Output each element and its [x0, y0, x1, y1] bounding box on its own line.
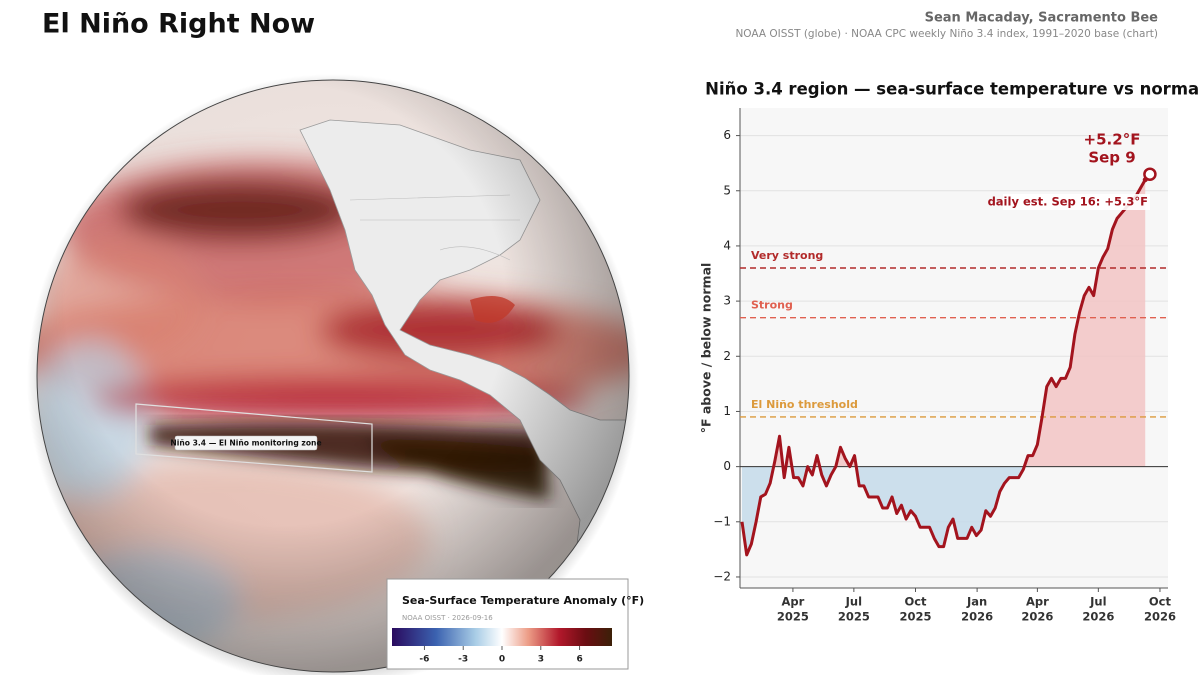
threshold-label: Very strong	[751, 249, 823, 262]
y-tick-label: 2	[723, 349, 731, 363]
x-tick-label: 2025	[899, 610, 931, 624]
y-tick-label: 1	[723, 404, 731, 418]
colorbar-tick-label: -6	[419, 655, 429, 665]
page-title: El Niño Right Now	[42, 9, 315, 40]
chart: Niño 3.4 region — sea-surface temperatur…	[699, 80, 1200, 624]
y-tick-label: −1	[713, 514, 731, 528]
x-tick-label: Oct	[904, 595, 927, 609]
daily-estimate	[1144, 169, 1155, 180]
colorbar-tick-label: 3	[538, 655, 544, 665]
y-tick-label: 4	[723, 238, 731, 252]
colorbar-subtitle: NOAA OISST · 2026-09-16	[402, 614, 493, 622]
estimate-label: daily est. Sep 16: +5.3°F	[988, 195, 1148, 209]
x-tick-label: Apr	[782, 595, 805, 609]
peak-annotation: +5.2°F	[1084, 131, 1141, 149]
threshold-label: Strong	[751, 299, 793, 312]
x-tick-label: 2026	[961, 610, 993, 624]
x-tick-label: 2025	[777, 610, 809, 624]
colorbar-tick-label: -3	[458, 655, 468, 665]
colorbar-title: Sea-Surface Temperature Anomaly (°F)	[402, 594, 644, 607]
x-tick-label: Jul	[845, 595, 862, 609]
colorbar	[392, 628, 612, 646]
x-tick-label: 2026	[1144, 610, 1176, 624]
y-tick-label: −2	[713, 569, 731, 583]
y-axis-label: °F above / below normal	[699, 263, 714, 434]
threshold-label: El Niño threshold	[751, 398, 858, 411]
chart-title: Niño 3.4 region — sea-surface temperatur…	[705, 80, 1200, 99]
x-tick-label: 2025	[838, 610, 870, 624]
x-tick-label: Jan	[966, 595, 987, 609]
y-tick-label: 0	[723, 459, 731, 473]
x-tick-label: 2026	[1082, 610, 1114, 624]
peak-annotation: Sep 9	[1088, 149, 1135, 167]
colorbar-legend: Sea-Surface Temperature Anomaly (°F) NOA…	[387, 579, 644, 669]
colorbar-tick-label: 6	[577, 655, 583, 665]
colorbar-tick-label: 0	[499, 655, 505, 665]
y-tick-label: 3	[723, 294, 731, 308]
y-tick-label: 6	[723, 128, 731, 142]
x-tick-label: 2026	[1021, 610, 1053, 624]
source: NOAA OISST (globe) · NOAA CPC weekly Niñ…	[735, 28, 1158, 40]
x-tick-label: Oct	[1149, 595, 1172, 609]
x-tick-label: Apr	[1026, 595, 1049, 609]
byline: Sean Macaday, Sacramento Bee	[925, 11, 1159, 26]
y-tick-label: 5	[723, 183, 731, 197]
x-tick-label: Jul	[1089, 595, 1106, 609]
zone-label: Niño 3.4 — El Niño monitoring zone	[170, 439, 321, 448]
